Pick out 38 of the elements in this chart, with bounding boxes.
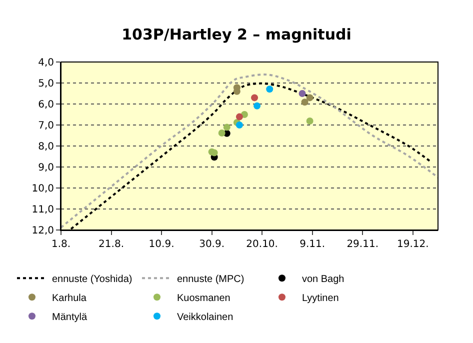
point bbox=[306, 118, 314, 125]
x-tick-label: 21.8. bbox=[98, 239, 124, 250]
legend-label: ennuste (Yoshida) bbox=[52, 274, 132, 285]
x-tick-label: 1.8. bbox=[51, 239, 71, 250]
point bbox=[266, 86, 274, 93]
x-tick-label: 29.11. bbox=[346, 239, 379, 250]
legend-label: Mäntylä bbox=[52, 312, 88, 323]
point bbox=[236, 113, 243, 120]
y-tick-label: 12,0 bbox=[32, 226, 54, 236]
point bbox=[301, 98, 308, 106]
point bbox=[218, 129, 226, 136]
point bbox=[210, 149, 218, 156]
legend-label: Veikkolainen bbox=[176, 312, 234, 323]
point bbox=[223, 124, 230, 131]
point bbox=[251, 94, 258, 102]
legend-label: ennuste (MPC) bbox=[176, 274, 244, 285]
y-tick-label: 9,0 bbox=[38, 162, 54, 174]
legend-label: Lyytinen bbox=[302, 293, 339, 304]
point bbox=[298, 90, 306, 97]
x-tick-label: 10.9. bbox=[148, 239, 174, 250]
y-tick-label: 5,0 bbox=[38, 78, 54, 90]
legend-label: Kuosmanen bbox=[176, 293, 230, 304]
point bbox=[254, 102, 261, 110]
point bbox=[236, 122, 243, 128]
y-tick-label: 8,0 bbox=[38, 142, 54, 152]
y-tick-label: 10,0 bbox=[32, 184, 54, 194]
legend-label: von Bagh bbox=[302, 274, 344, 285]
x-tick-label: 19.12. bbox=[396, 239, 429, 250]
chart-title: 103P/Hartley 2 – magnitudi bbox=[122, 26, 352, 44]
legend-label: Karhula bbox=[52, 293, 87, 304]
x-tick-label: 20.10. bbox=[246, 239, 278, 250]
y-tick-label: 11,0 bbox=[32, 204, 54, 216]
y-tick-label: 4,0 bbox=[38, 58, 54, 68]
point bbox=[306, 94, 314, 102]
x-tick-label: 30.9. bbox=[199, 239, 225, 250]
y-tick-label: 7,0 bbox=[38, 120, 54, 132]
y-tick-label: 6,0 bbox=[38, 100, 54, 110]
x-tick-label: 9.11. bbox=[300, 239, 326, 250]
